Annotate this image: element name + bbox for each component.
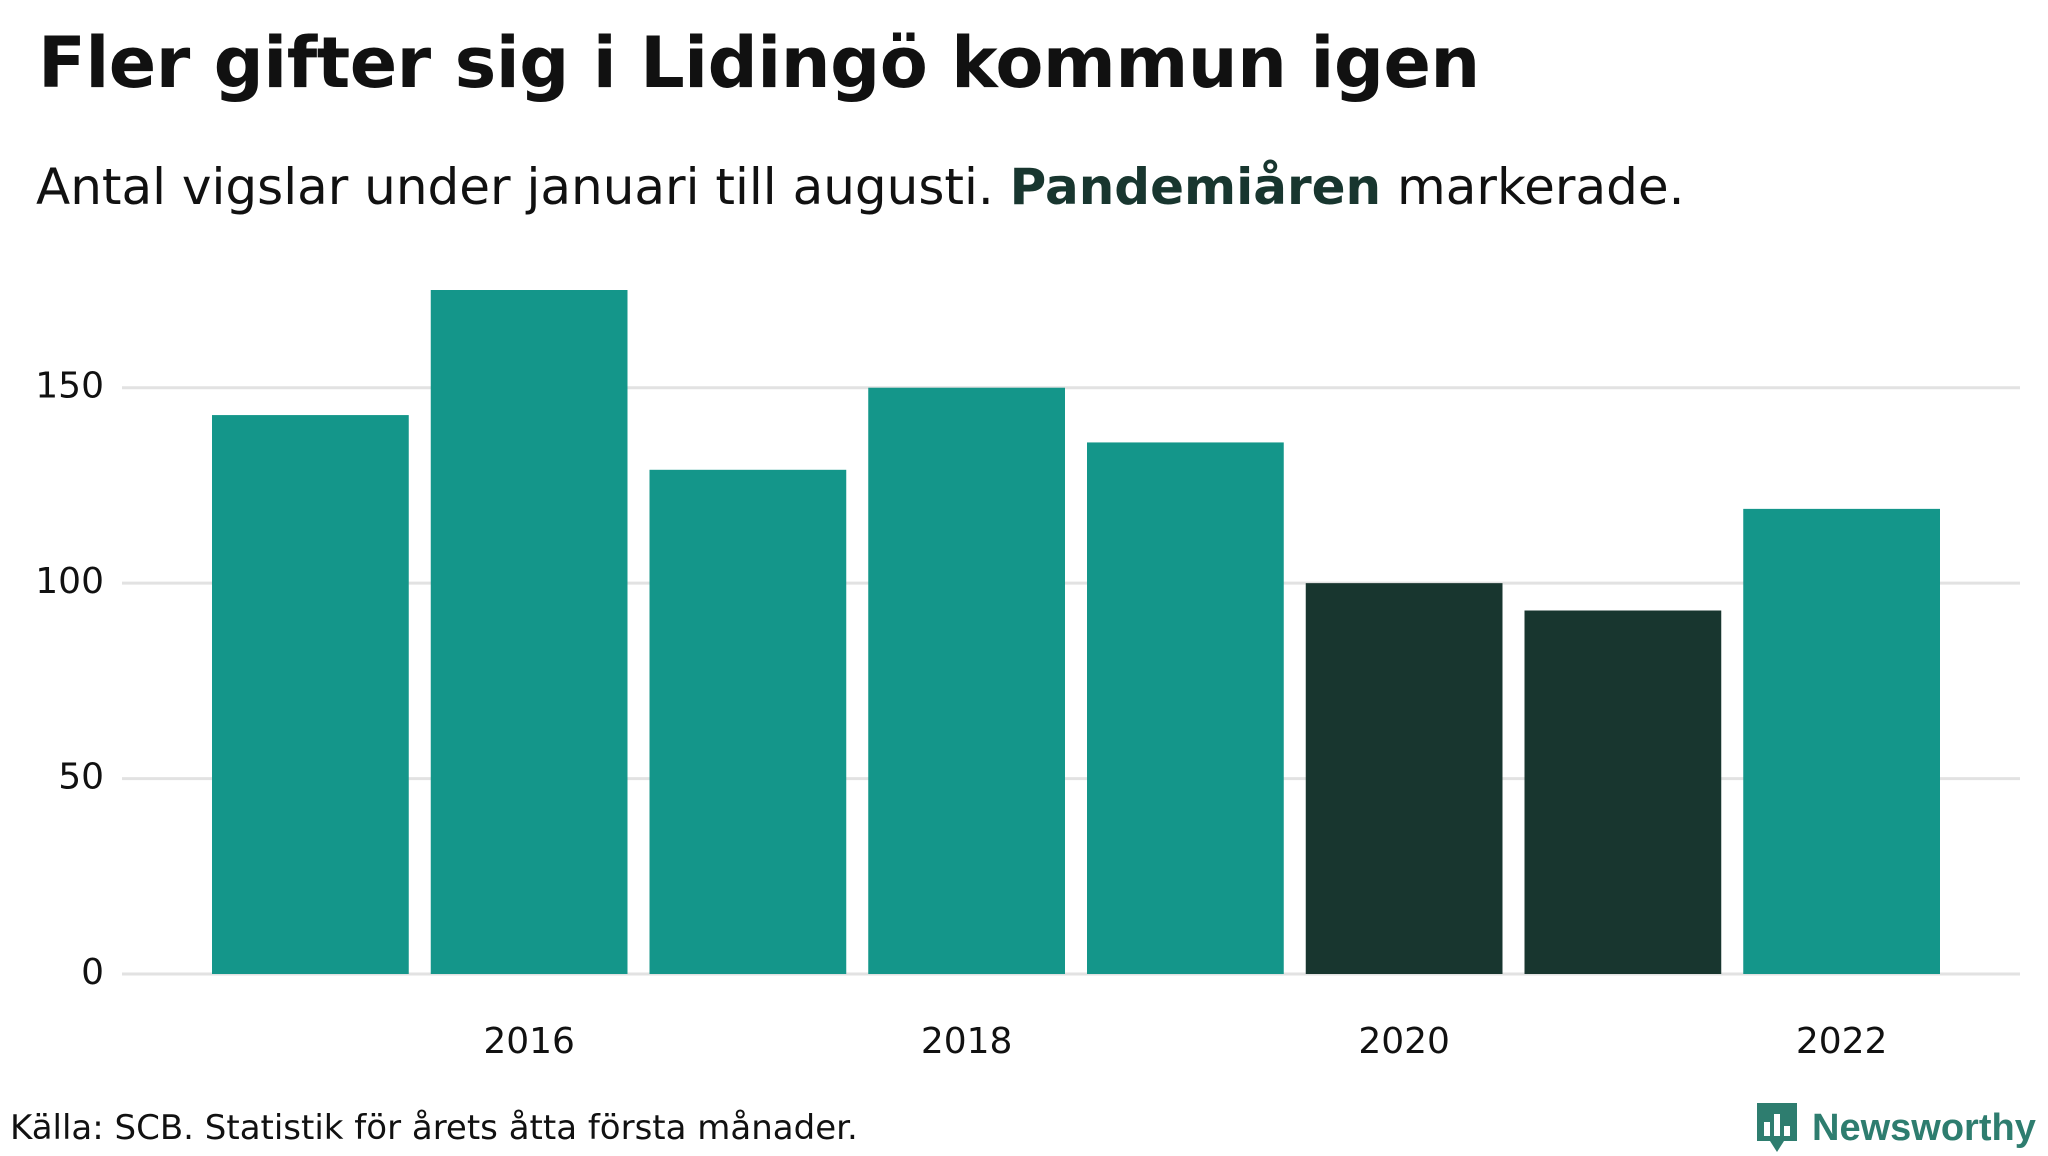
bar-2017 (649, 469, 847, 974)
x-tick-label: 2020 (1358, 1021, 1450, 1062)
x-tick-label: 2018 (921, 1021, 1013, 1062)
bar-chart-speech-bubble-icon (1757, 1103, 1797, 1152)
y-tick-label: 0 (81, 952, 104, 993)
bar-2015 (212, 415, 409, 974)
y-tick-label: 150 (35, 366, 104, 407)
bar-2022 (1743, 508, 1940, 974)
chart-subtitle: Antal vigslar under januari till augusti… (36, 158, 1684, 216)
bar-2020 (1305, 583, 1503, 974)
x-tick-label: 2022 (1796, 1021, 1888, 1062)
y-tick-label: 50 (58, 757, 104, 798)
bar-2021 (1524, 610, 1722, 974)
bar-2018 (868, 387, 1065, 974)
subtitle-text: Antal vigslar under januari till augusti… (36, 158, 1010, 216)
ticks-layer: 0 50 100 150 2016 2018 2020 2022 (35, 366, 1887, 1062)
bar-2016 (430, 290, 628, 974)
x-tick-label: 2016 (483, 1021, 575, 1062)
brand-name: Newsworthy (1812, 1106, 2036, 1149)
subtitle-text-end: markerade. (1381, 158, 1685, 216)
subtitle-highlight: Pandemiåren (1009, 158, 1382, 216)
source-note: Källa: SCB. Statistik för årets åtta för… (10, 1108, 858, 1148)
bar-2019 (1087, 442, 1284, 974)
bars-layer (212, 290, 1940, 974)
brand-logo: Newsworthy (1754, 1100, 2036, 1156)
chart-title: Fler gifter sig i Lidingö kommun igen (38, 22, 1480, 104)
y-tick-label: 100 (35, 561, 104, 602)
